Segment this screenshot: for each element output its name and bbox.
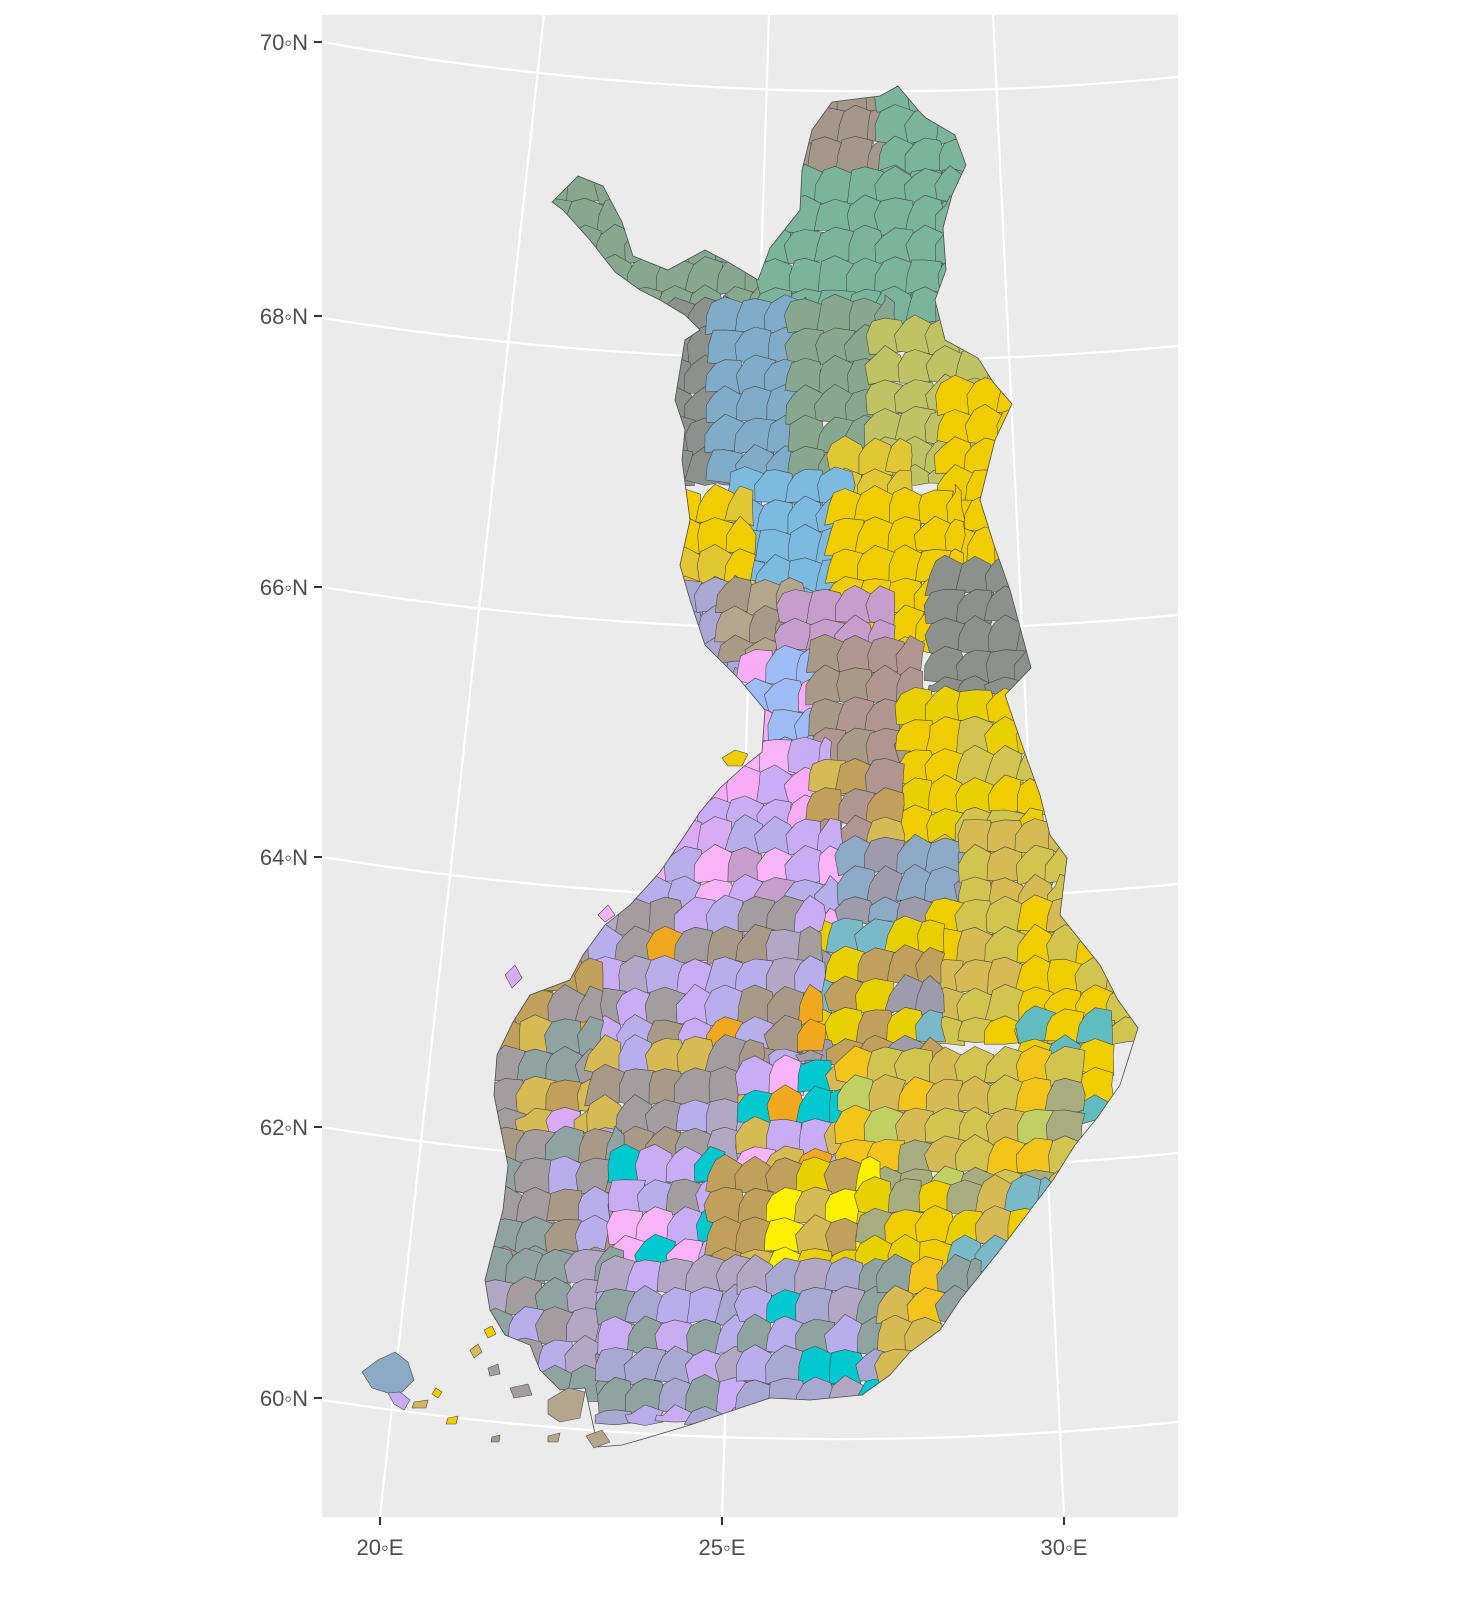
archipelago-island <box>490 1434 501 1443</box>
municipality <box>887 1178 925 1214</box>
municipality <box>888 486 925 527</box>
latitude-tick-label: 68◦N <box>260 304 308 329</box>
municipality <box>954 1046 995 1086</box>
municipality <box>917 919 945 955</box>
latitude-tick-label: 60◦N <box>260 1386 308 1411</box>
municipality <box>954 899 994 936</box>
municipality <box>1044 1046 1086 1086</box>
municipality <box>624 1404 664 1426</box>
municipality <box>794 955 826 994</box>
latitude-tick-label: 62◦N <box>260 1115 308 1140</box>
archipelago-island <box>431 1387 443 1399</box>
municipality <box>903 168 946 206</box>
archipelago-island <box>483 1325 497 1339</box>
municipality <box>915 1009 946 1042</box>
aland-islands-south <box>387 1391 411 1411</box>
municipality <box>858 437 894 476</box>
municipality <box>855 978 895 1014</box>
municipality <box>955 589 993 625</box>
municipality <box>957 819 993 855</box>
municipality <box>504 1247 546 1286</box>
longitude-tick-label: 25◦E <box>699 1535 746 1560</box>
graticule-lat-70 <box>321 40 1179 93</box>
archipelago-island <box>411 1399 429 1409</box>
municipality <box>874 256 915 296</box>
archipelago-island <box>721 749 749 767</box>
municipality <box>836 104 877 146</box>
archipelago-island <box>504 964 523 989</box>
municipality <box>545 1079 583 1114</box>
graticule-lat-60 <box>321 1398 1179 1441</box>
archipelago-island <box>469 1343 483 1359</box>
municipality <box>915 947 946 985</box>
municipality <box>913 975 945 1017</box>
municipality <box>705 894 745 936</box>
longitude-axis: 20◦E 25◦E 30◦E <box>357 1517 1088 1560</box>
municipality <box>826 435 866 477</box>
municipality <box>829 1349 866 1385</box>
archipelago-island <box>547 1387 586 1423</box>
municipality <box>793 895 827 936</box>
municipality <box>695 483 737 524</box>
municipality <box>985 895 1026 937</box>
archipelago-island <box>445 1415 459 1425</box>
municipality <box>546 1188 584 1223</box>
latitude-tick-label: 66◦N <box>260 575 308 600</box>
municipality <box>634 1143 673 1186</box>
municipality <box>797 984 824 1027</box>
municipality <box>957 843 996 885</box>
latitude-tick-label: 70◦N <box>260 30 308 55</box>
municipality <box>534 1248 575 1284</box>
municipality <box>766 986 805 1026</box>
latitude-axis: 70◦N 68◦N 66◦N 64◦N 62◦N 60◦N <box>260 30 322 1411</box>
municipality <box>634 1206 676 1246</box>
archipelago-island <box>585 1429 611 1449</box>
municipality <box>785 384 826 426</box>
archipelago-island <box>509 1383 533 1399</box>
finland-municipalities <box>361 85 1139 1449</box>
municipality <box>763 1014 804 1053</box>
municipality <box>796 1018 827 1052</box>
archipelago-island <box>487 1363 501 1377</box>
longitude-tick-label: 30◦E <box>1041 1535 1088 1560</box>
municipality <box>946 483 966 527</box>
longitude-tick-label: 20◦E <box>357 1535 404 1560</box>
aland-islands <box>361 1351 415 1394</box>
municipality <box>574 985 604 1023</box>
municipality <box>768 1054 805 1097</box>
archipelago-island <box>547 1432 561 1443</box>
archipelago-island <box>597 904 616 923</box>
municipality <box>1015 844 1055 886</box>
latitude-tick-label: 64◦N <box>260 845 308 870</box>
municipality <box>724 485 754 527</box>
graticule-lon-20 <box>378 14 546 1518</box>
municipality <box>1044 1078 1086 1116</box>
